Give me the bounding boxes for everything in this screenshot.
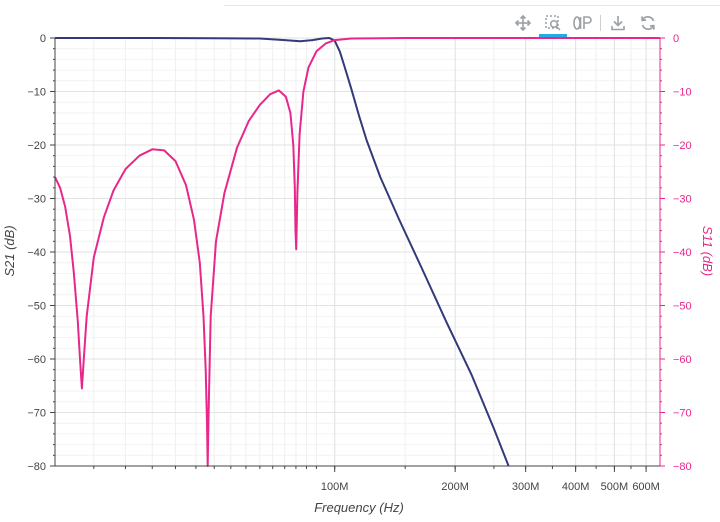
y-tick-label-right: −50: [673, 301, 692, 313]
reset-tool-button[interactable]: [633, 11, 663, 35]
box-zoom-icon: [545, 15, 561, 31]
reset-icon: [641, 16, 655, 30]
y-tick-label-right: −80: [673, 461, 692, 473]
y-tick-label-right: −20: [673, 140, 692, 152]
s21-line: [55, 37, 510, 467]
s11-line: [54, 37, 660, 467]
y-tick-label-right: −10: [673, 87, 692, 99]
y-tick-label-right: −70: [673, 408, 692, 420]
x-axis-title: Frequency (Hz): [314, 500, 404, 515]
hover-inspect-icon: [573, 16, 592, 30]
y-tick-label-right: 0: [673, 33, 679, 45]
x-tick-label: 200M: [441, 481, 469, 493]
y-tick-label-left: −30: [27, 194, 46, 206]
download-icon: [611, 16, 625, 31]
x-tick-label: 600M: [632, 481, 660, 493]
move-arrows-icon: [514, 14, 532, 32]
y-tick-label-left: −10: [27, 87, 46, 99]
y-tick-label-left: −50: [27, 301, 46, 313]
y-axis-left-title: S21 (dB): [2, 225, 17, 276]
y-tick-label-right: −40: [673, 247, 692, 259]
pan-tool-button[interactable]: [508, 11, 538, 35]
box-zoom-tool-button[interactable]: [538, 11, 568, 37]
series-layer: [54, 37, 660, 467]
top-border: [224, 0, 720, 6]
x-tick-label: 100M: [321, 481, 349, 493]
y-tick-label-left: −70: [27, 408, 46, 420]
y-tick-label-right: −60: [673, 354, 692, 366]
y-tick-label-left: −80: [27, 461, 46, 473]
y-axis-right-title: S11 (dB): [700, 226, 715, 276]
y-tick-label-right: −30: [673, 194, 692, 206]
plot-toolbar: [508, 10, 663, 37]
hover-tool-button[interactable]: [568, 11, 598, 35]
toolbar-separator: [600, 15, 601, 31]
save-tool-button[interactable]: [603, 11, 633, 35]
y-tick-label-left: −60: [27, 354, 46, 366]
x-tick-label: 300M: [512, 481, 540, 493]
x-tick-label: 400M: [562, 481, 590, 493]
axes-layer: 0 0 −10 −10 −20 −20 −30 −30 −40 −40 −50 −50 −60 −60 −7…: [27, 33, 691, 493]
y-tick-label-left: −20: [27, 140, 46, 152]
y-tick-label-left: 0: [40, 33, 46, 45]
x-tick-label: 500M: [601, 481, 629, 493]
y-tick-label-left: −40: [27, 247, 46, 259]
